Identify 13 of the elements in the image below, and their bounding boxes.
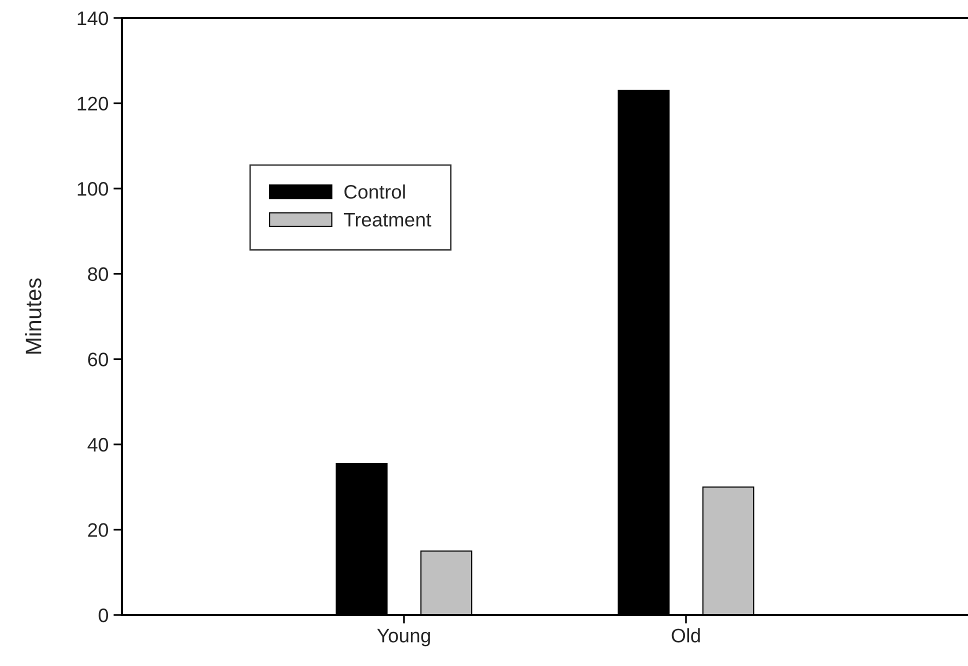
y-tick-label: 140 bbox=[78, 11, 108, 26]
y-tick-label: 100 bbox=[78, 182, 108, 196]
legend-label: Control bbox=[344, 184, 405, 199]
y-tick-label: 120 bbox=[78, 96, 108, 111]
legend-label: Treatment bbox=[344, 213, 432, 227]
y-axis-title: Minutes bbox=[25, 278, 42, 354]
x-tick-label: Young bbox=[377, 628, 430, 646]
y-tick-label: 0 bbox=[98, 608, 108, 622]
y-tick-label: 20 bbox=[88, 523, 108, 537]
y-tick-label: 40 bbox=[88, 438, 108, 452]
y-tick-label: 80 bbox=[88, 267, 108, 282]
y-tick-label: 60 bbox=[88, 352, 108, 366]
x-tick-label: Old bbox=[672, 628, 700, 642]
